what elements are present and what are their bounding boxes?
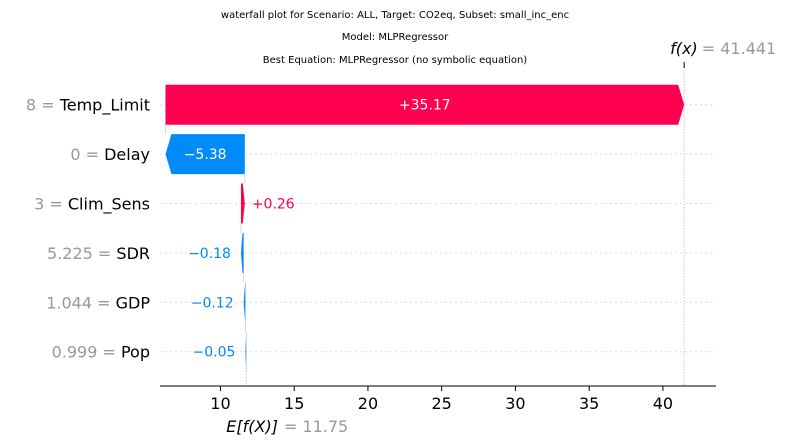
x-tick-label: 35: [579, 394, 599, 413]
chart-title-line-2: Model: MLPRegressor: [341, 32, 449, 43]
x-tick-label: 10: [210, 394, 230, 413]
feature-name: Delay: [104, 145, 150, 164]
feature-name: GDP: [116, 293, 151, 312]
feature-label: 5.225 = SDR: [47, 244, 150, 263]
x-tick-label: 40: [653, 394, 673, 413]
bar-clim-sens: [240, 183, 245, 224]
feature-label: 3 = Clim_Sens: [34, 195, 150, 215]
output-value: = 41.441: [702, 39, 776, 58]
feature-label: 0.999 = Pop: [52, 343, 150, 362]
bar-label: −5.38: [184, 147, 227, 163]
feature-value: 1.044 =: [46, 293, 115, 312]
feature-value: 3 =: [34, 195, 68, 214]
feature-name: Temp_Limit: [59, 96, 150, 116]
x-tick-label: 30: [505, 394, 525, 413]
bar-label: +0.26: [252, 197, 295, 213]
feature-value: 0 =: [70, 145, 104, 164]
feature-label: 8 = Temp_Limit: [26, 96, 150, 116]
bar-delay: [165, 134, 245, 175]
feature-label: 1.044 = GDP: [46, 293, 150, 312]
feature-name: Clim_Sens: [68, 195, 150, 215]
bar-gdp: [243, 282, 246, 323]
feature-name: SDR: [116, 244, 150, 263]
base-value-label: E[f(X)] = 11.75: [226, 417, 348, 436]
x-tick-label: 15: [284, 394, 304, 413]
chart-title-line-1: waterfall plot for Scenario: ALL, Target…: [220, 10, 570, 21]
feature-name: Pop: [121, 343, 150, 362]
bar-label: −0.05: [192, 345, 235, 361]
bar-label: −0.18: [188, 246, 231, 262]
output-value-label: f(x) = 41.441: [670, 39, 776, 58]
output-label: f(x): [670, 39, 698, 58]
x-tick-label: 20: [358, 394, 378, 413]
base-label: E[f(X)]: [226, 417, 278, 436]
bar-label: +35.17: [399, 98, 451, 114]
feature-value: 5.225 =: [47, 244, 116, 263]
bar-label: −0.12: [191, 295, 234, 311]
feature-value: 0.999 =: [52, 343, 121, 362]
base-value: = 11.75: [284, 417, 348, 436]
bar-temp-limit: [165, 84, 685, 125]
feature-value: 8 =: [26, 96, 60, 115]
feature-label: 0 = Delay: [70, 145, 150, 164]
x-tick-label: 25: [432, 394, 452, 413]
chart-title-line-3: Best Equation: MLPRegressor (no symbolic…: [262, 55, 528, 66]
bar-sdr: [240, 232, 244, 273]
bar-pop: [245, 331, 247, 372]
